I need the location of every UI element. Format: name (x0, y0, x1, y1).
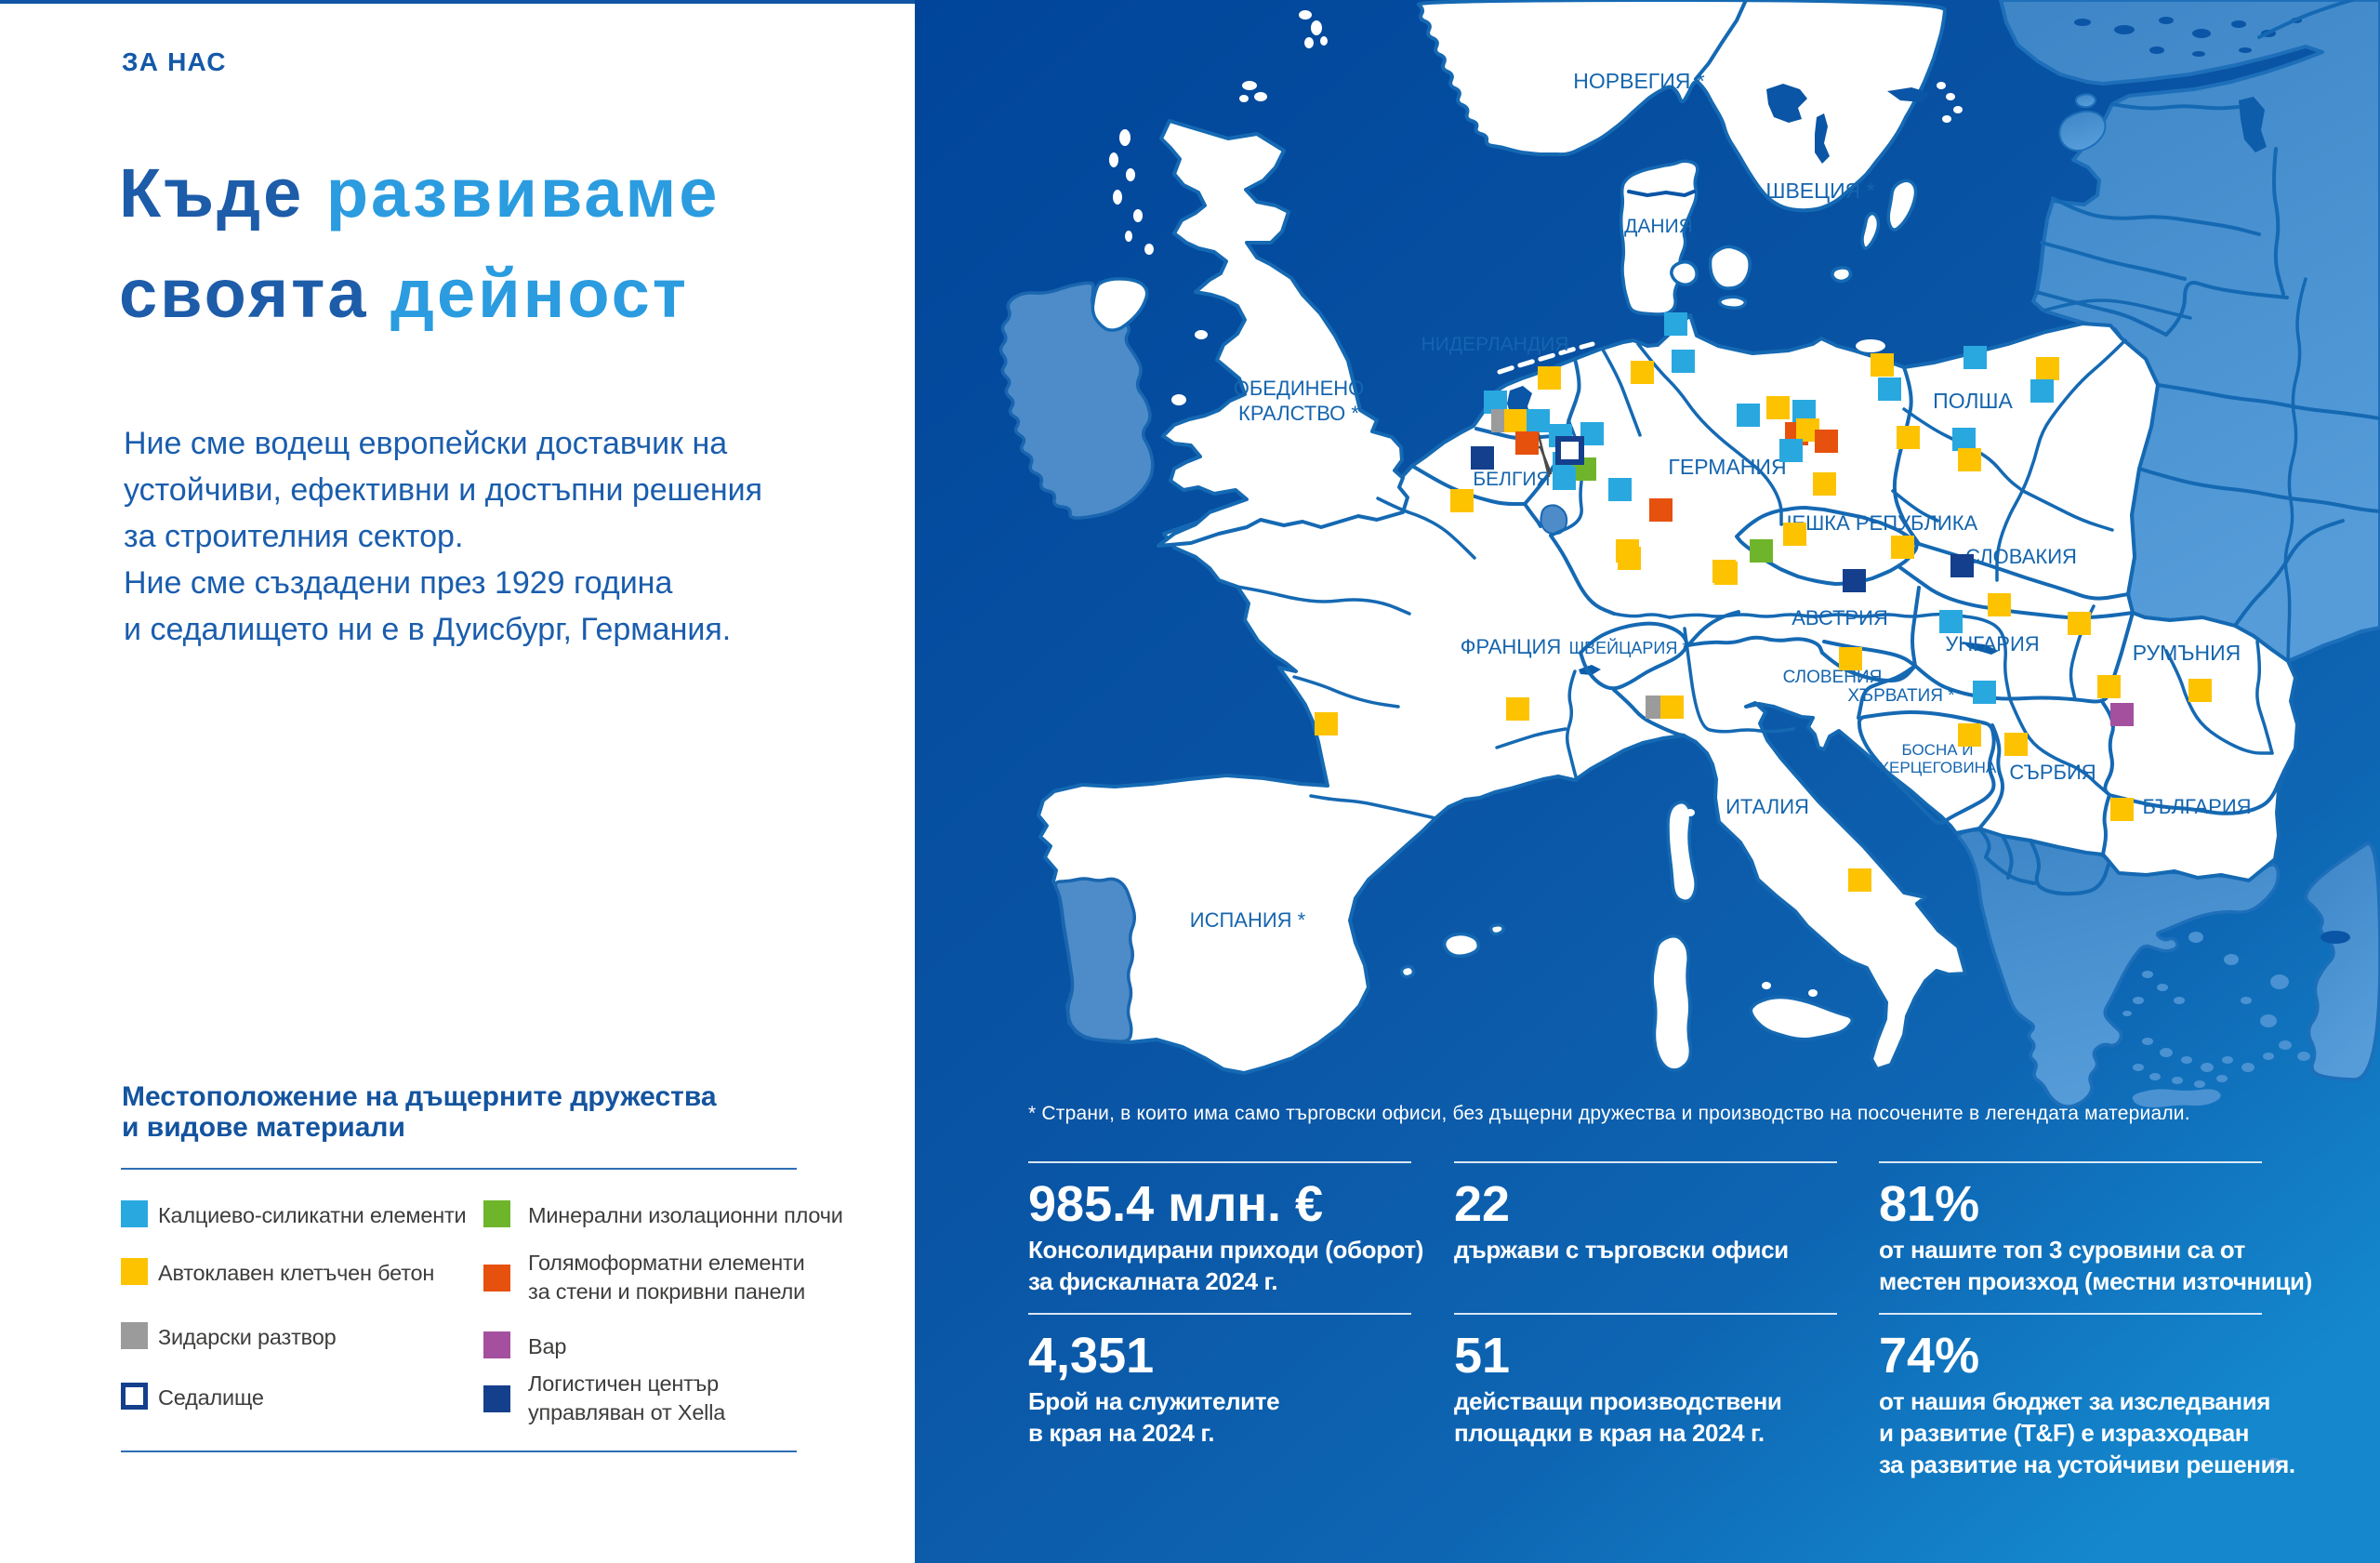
svg-text:НОРВЕГИЯ *: НОРВЕГИЯ * (1573, 69, 1705, 93)
svg-text:БЪЛГАРИЯ: БЪЛГАРИЯ (2142, 795, 2251, 818)
svg-text:ИТАЛИЯ: ИТАЛИЯ (1726, 795, 1809, 818)
svg-text:БОСНА И: БОСНА И (1901, 741, 1973, 759)
svg-text:ХЕРЦЕГОВИНА: ХЕРЦЕГОВИНА (1879, 759, 1997, 776)
svg-text:ДАНИЯ: ДАНИЯ (1624, 216, 1693, 237)
svg-text:ГЕРМАНИЯ: ГЕРМАНИЯ (1668, 455, 1786, 479)
svg-text:ШВЕЦИЯ *: ШВЕЦИЯ * (1765, 179, 1874, 203)
svg-text:АВСТРИЯ: АВСТРИЯ (1792, 606, 1888, 629)
svg-text:ХЪРВАТИЯ *: ХЪРВАТИЯ * (1847, 686, 1955, 706)
svg-text:ОБЕДИНЕНО: ОБЕДИНЕНО (1234, 377, 1365, 400)
svg-text:СЛОВЕНИЯ: СЛОВЕНИЯ (1783, 668, 1883, 687)
svg-text:ПОЛША: ПОЛША (1933, 389, 2013, 413)
svg-text:БЕЛГИЯ: БЕЛГИЯ (1473, 469, 1550, 490)
svg-text:СЛОВАКИЯ: СЛОВАКИЯ (1965, 545, 2077, 568)
svg-text:ШВЕЙЦАРИЯ *: ШВЕЙЦАРИЯ * (1569, 638, 1689, 657)
svg-text:ФРАНЦИЯ: ФРАНЦИЯ (1461, 635, 1561, 658)
svg-text:УНГАРИЯ: УНГАРИЯ (1945, 632, 2039, 656)
svg-text:КРАЛСТВО *: КРАЛСТВО * (1238, 402, 1359, 425)
svg-text:СЪРБИЯ: СЪРБИЯ (2009, 761, 2096, 784)
svg-text:НИДЕРЛАНДИЯ: НИДЕРЛАНДИЯ (1421, 334, 1569, 355)
svg-text:ИСПАНИЯ *: ИСПАНИЯ * (1190, 908, 1306, 932)
svg-text:РУМЪНИЯ: РУМЪНИЯ (2133, 641, 2241, 665)
svg-text:ЧЕШКА РЕПУБЛИКА: ЧЕШКА РЕПУБЛИКА (1778, 511, 1978, 535)
